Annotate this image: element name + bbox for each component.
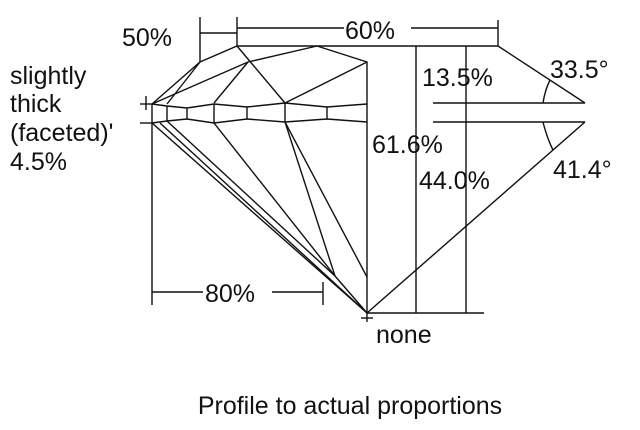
label-lower-half: 80% bbox=[205, 280, 255, 308]
label-50: 50% bbox=[122, 24, 172, 52]
label-girdle-4: 4.5% bbox=[10, 148, 67, 176]
caption: Profile to actual proportions bbox=[198, 392, 502, 420]
dimension-lines bbox=[151, 17, 586, 314]
label-crown-angle: 33.5° bbox=[550, 56, 609, 84]
girdle bbox=[140, 96, 368, 124]
label-total-depth: 61.6% bbox=[372, 131, 443, 159]
label-table: 60% bbox=[345, 17, 395, 45]
label-girdle-3: (faceted)' bbox=[10, 119, 113, 147]
label-culet: none bbox=[376, 321, 432, 349]
crown-outline bbox=[151, 45, 498, 313]
label-girdle-2: thick bbox=[10, 90, 62, 118]
label-crown-height: 13.5% bbox=[422, 64, 493, 92]
label-pavilion-angle: 41.4° bbox=[553, 156, 612, 184]
pavilion bbox=[151, 120, 373, 322]
label-pavilion-depth: 44.0% bbox=[419, 167, 490, 195]
label-girdle-1: slightly bbox=[10, 62, 87, 90]
